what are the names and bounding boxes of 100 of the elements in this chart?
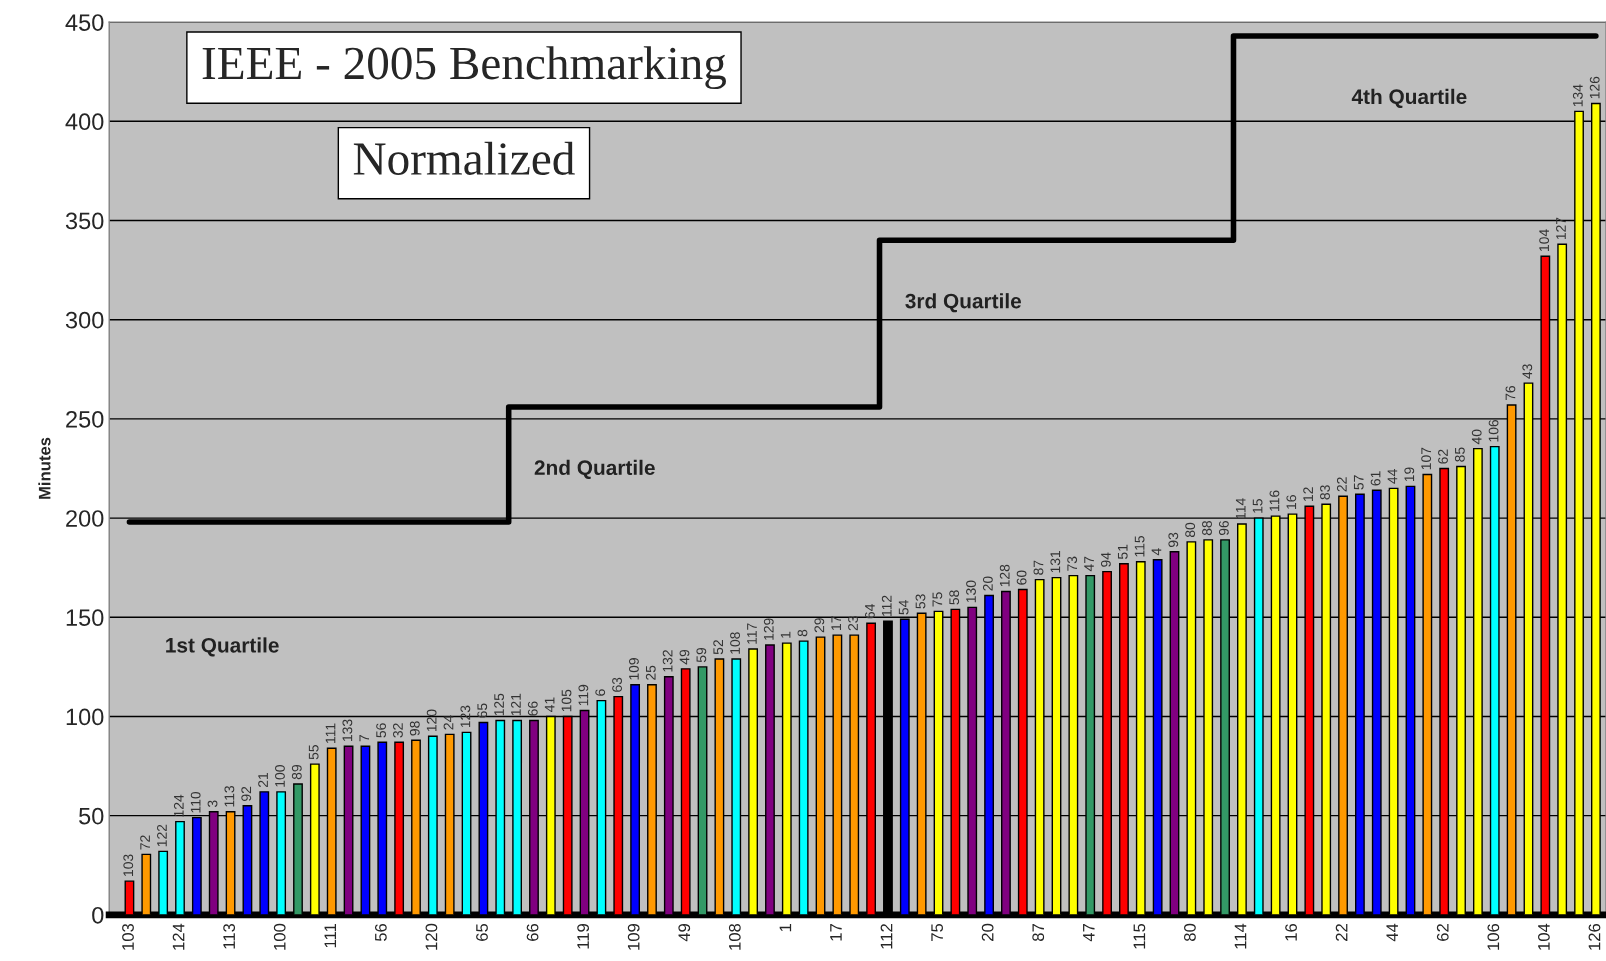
x-tick-label: 108: [728, 923, 741, 950]
x-tick-label: 7: [359, 735, 370, 742]
x-tick-label: 129: [763, 618, 774, 640]
x-tick-label: 128: [999, 564, 1010, 587]
y-tick-label: 0: [92, 906, 104, 924]
x-tick-label: 80: [1184, 923, 1196, 942]
category-label: 104: [1539, 229, 1550, 251]
x-tick-label: 75: [931, 923, 943, 941]
x-tick-label: 117: [747, 623, 757, 644]
y-tick-label: 50: [79, 807, 104, 825]
x-tick-label: 40: [1471, 429, 1482, 445]
x-tick-label: 43: [1522, 364, 1533, 379]
x-tick-label: 73: [1067, 556, 1078, 571]
x-tick-label: 107: [1421, 447, 1432, 470]
chart-title: IEEE - 2005 Benchmarking: [202, 46, 726, 90]
x-tick-label: 64: [864, 604, 875, 619]
x-tick-label: 96: [1218, 520, 1229, 536]
x-tick-label: 126: [1588, 923, 1601, 950]
x-tick-label: 59: [696, 647, 707, 663]
x-tick-label: 127: [1556, 217, 1566, 240]
annotation: 3rd Quartile: [905, 293, 1022, 313]
x-tick-label: 66: [526, 923, 539, 941]
x-tick-label: 133: [342, 719, 353, 742]
x-tick-label: 53: [915, 594, 926, 609]
x-tick-label: 12: [1303, 487, 1313, 501]
x-tick-label: 21: [258, 772, 268, 787]
x-tick-label: 116: [1269, 490, 1280, 511]
x-tick-label: 103: [122, 923, 134, 950]
annotation: 1st Quartile: [166, 637, 279, 657]
x-tick-label: 110: [190, 791, 201, 813]
category-label: 126: [1589, 76, 1600, 99]
x-tick-label: 125: [494, 693, 504, 716]
x-tick-label: 112: [880, 924, 893, 949]
y-tick-label: 150: [66, 609, 104, 627]
y-tick-label: 200: [66, 510, 104, 527]
x-tick-label: 1: [779, 924, 792, 932]
x-tick-label: 56: [374, 923, 387, 942]
y-tick-label: 250: [66, 410, 104, 428]
x-tick-label: 119: [577, 923, 590, 949]
x-tick-label: 122: [157, 824, 167, 847]
x-tick-label: 93: [1168, 532, 1179, 547]
y-tick-label: 300: [65, 311, 104, 329]
x-tick-label: 94: [1100, 552, 1111, 567]
x-tick-label: 20: [981, 923, 994, 941]
x-tick-label: 65: [476, 923, 488, 941]
x-tick-label: 123: [460, 705, 471, 728]
text: Normalized: [353, 141, 575, 175]
x-tick-label: 88: [1202, 520, 1212, 536]
x-tick-label: 124: [172, 923, 185, 950]
x-tick-label: 104: [1537, 923, 1550, 950]
x-tick-label: 41: [544, 697, 555, 712]
x-tick-label: 57: [1353, 475, 1364, 490]
x-tick-label: 72: [140, 835, 150, 850]
x-tick-label: 61: [1370, 471, 1381, 486]
x-tick-label: 115: [1133, 923, 1146, 949]
y-tick-label: 400: [65, 113, 104, 131]
x-tick-label: 130: [966, 580, 976, 603]
x-tick-label: 106: [1487, 923, 1500, 950]
category-label: 103: [123, 854, 134, 876]
x-tick-label: 47: [1083, 924, 1095, 942]
category-label: 106: [1488, 419, 1499, 442]
y-axis-title: Minutes: [38, 437, 51, 499]
x-tick-label: 105: [561, 689, 572, 712]
x-tick-label: 76: [1505, 386, 1516, 401]
x-tick-label: 60: [1016, 570, 1027, 585]
x-tick-label: 22: [1335, 924, 1348, 941]
x-tick-label: 63: [612, 677, 622, 692]
x-tick-label: 111: [324, 924, 337, 948]
x-tick-label: 62: [1436, 924, 1449, 941]
x-tick-label: 52: [713, 640, 724, 655]
x-tick-label: 8: [797, 629, 808, 637]
x-tick-label: 15: [1252, 499, 1263, 513]
x-tick-label: 114: [1234, 923, 1247, 949]
x-tick-label: 32: [393, 723, 403, 738]
x-tick-label: 55: [308, 745, 319, 760]
x-tick-label: 23: [848, 616, 858, 631]
x-tick-label: 132: [662, 650, 673, 672]
y-tick-label: 350: [65, 212, 104, 230]
x-tick-label: 16: [1285, 923, 1297, 941]
y-tick-label: 450: [65, 14, 104, 31]
annotation: 2nd Quartile: [534, 459, 655, 479]
x-tick-label: 134: [1572, 84, 1583, 107]
x-tick-label: 44: [1386, 923, 1398, 942]
x-tick-label: 113: [223, 923, 236, 949]
annotation: 4th Quartile: [1351, 88, 1467, 108]
x-tick-label: 85: [1454, 447, 1465, 462]
x-tick-label: 89: [291, 764, 302, 780]
x-tick-label: 58: [949, 590, 960, 605]
x-tick-label: 24: [443, 715, 454, 730]
x-tick-label: 87: [1032, 924, 1045, 942]
x-tick-label: 49: [678, 923, 691, 942]
x-tick-label: 19: [1404, 467, 1415, 482]
x-tick-label: 131: [1050, 550, 1061, 573]
x-tick-label: 100: [273, 923, 286, 950]
x-tick-label: 109: [627, 923, 640, 950]
x-tick-label: 51: [1117, 544, 1128, 559]
x-tick-label: 17: [830, 924, 842, 941]
x-tick-label: 3: [207, 800, 218, 808]
x-tick-label: 98: [409, 721, 420, 736]
x-tick-label: 25: [645, 665, 656, 680]
